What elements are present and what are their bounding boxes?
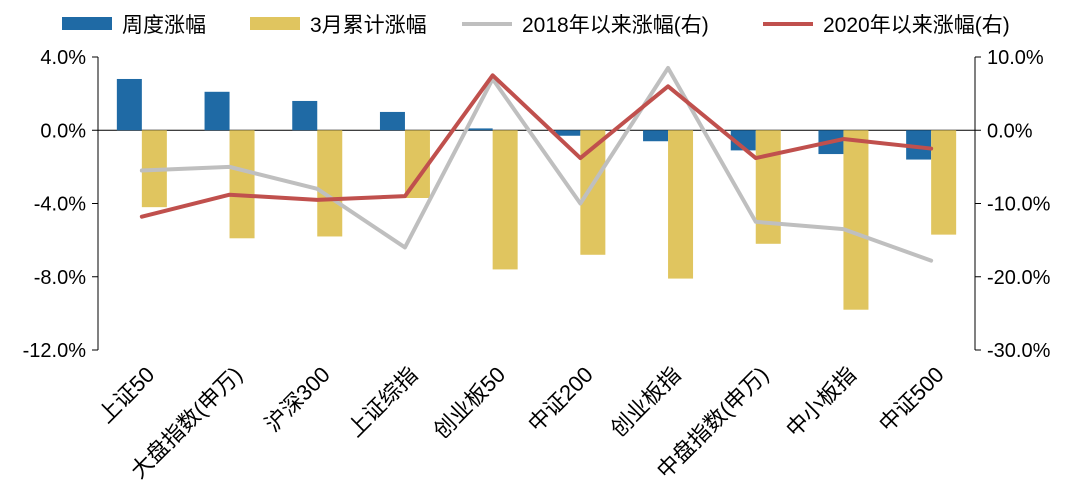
march-cumulative-bar (931, 130, 957, 235)
legend-swatch (250, 17, 300, 30)
legend-swatch (62, 17, 112, 30)
weekly-change-bar (292, 100, 318, 131)
legend-label: 3月累计涨幅 (310, 14, 427, 37)
x-axis-category-label: 沪深300 (260, 362, 335, 437)
weekly-change-bar (643, 130, 669, 142)
march-cumulative-bar (668, 130, 694, 279)
right-axis-tick-label: -20.0% (987, 267, 1051, 289)
weekly-change-bar (467, 128, 493, 131)
right-axis-tick-label: -10.0% (987, 194, 1051, 216)
x-axis-category-label: 创业板指 (606, 362, 686, 442)
right-axis-tick-label: 0.0% (987, 120, 1033, 142)
left-axis-tick-label: 0.0% (40, 120, 86, 142)
x-axis-category-label: 上证50 (93, 362, 159, 428)
weekly-change-bar (730, 130, 756, 151)
march-cumulative-bar (755, 130, 781, 244)
legend-label: 2018年以来涨幅(右) (522, 14, 709, 37)
weekly-change-bar (116, 78, 142, 131)
legend: 周度涨幅 3月累计涨幅 2018年以来涨幅(右) 2020年以来涨幅(右) (62, 14, 1010, 37)
axes: 4.0% 0.0% -4.0% -8.0% -12.0% 10.0% 0.0% -10.0% -… (23, 47, 1051, 362)
since-2020-line (139, 73, 934, 219)
weekly-change-bar (379, 111, 405, 131)
march-cumulative-bar (843, 130, 869, 310)
weekly-change-bar (555, 130, 581, 136)
bars (116, 78, 957, 310)
left-axis-tick-label: 4.0% (40, 47, 86, 69)
right-axis-tick-label: -30.0% (987, 340, 1051, 362)
x-axis-category-label: 中证200 (523, 362, 598, 437)
left-axis-tick-label: -4.0% (34, 194, 86, 216)
legend-label: 2020年以来涨幅(右) (823, 14, 1010, 37)
left-axis-tick-label: -8.0% (34, 267, 86, 289)
since-2018-line (139, 65, 934, 263)
x-axis-category-label: 创业板50 (429, 362, 511, 444)
right-axis-tick-label: 10.0% (987, 47, 1044, 69)
x-axis-category-label: 上证综指 (343, 362, 423, 442)
march-cumulative-bar (317, 130, 343, 237)
lines (139, 65, 934, 263)
legend-label: 周度涨幅 (122, 14, 206, 37)
weekly-change-bar (204, 91, 230, 131)
march-cumulative-bar (492, 130, 518, 270)
x-axis-category-label: 中证500 (874, 362, 949, 437)
x-axis-category-label: 中小板指 (781, 362, 861, 442)
left-axis-tick-label: -12.0% (23, 340, 87, 362)
march-cumulative-bar (229, 130, 255, 239)
march-cumulative-bar (580, 130, 606, 255)
